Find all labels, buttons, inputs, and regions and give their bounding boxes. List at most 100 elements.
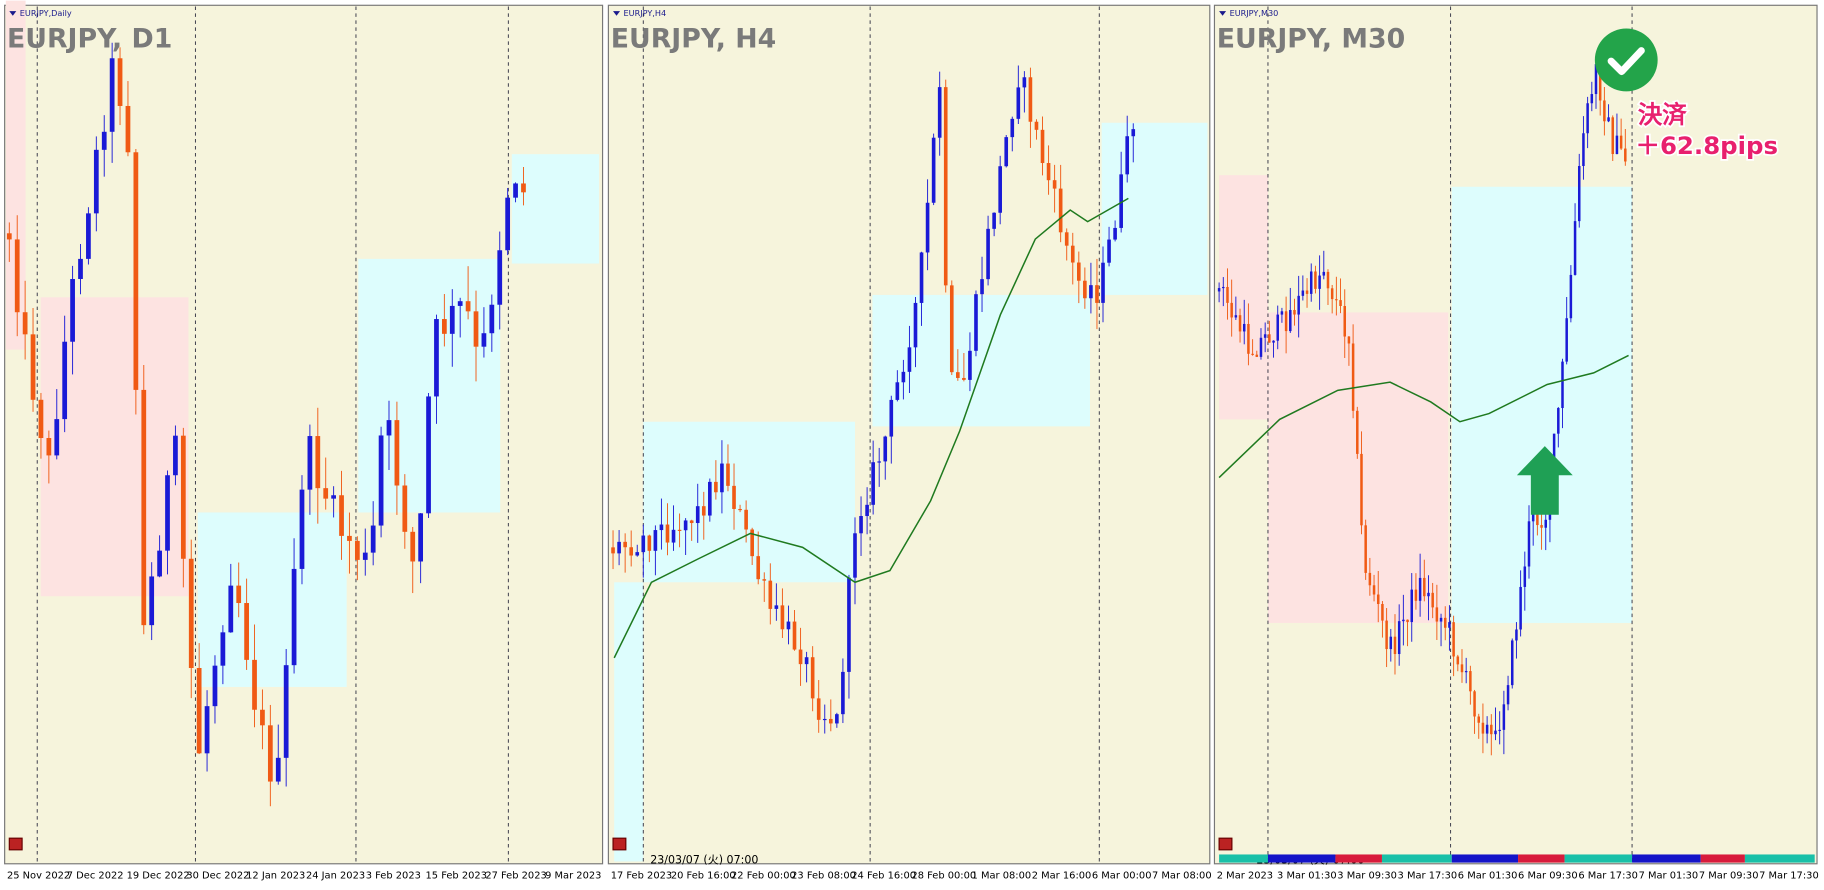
candle-body: [267, 725, 273, 782]
candle-body: [1070, 245, 1075, 263]
candle-body: [315, 436, 321, 489]
candle-body: [865, 504, 869, 517]
candle-body: [275, 757, 281, 782]
candle-body: [125, 105, 131, 153]
candle-body: [1318, 275, 1321, 289]
date-label: 27 Feb 2023: [485, 870, 546, 881]
candle-body: [1309, 271, 1313, 294]
zone: [643, 421, 855, 583]
candle-body: [38, 399, 44, 439]
candle-body: [1101, 262, 1105, 303]
candle-body: [835, 714, 839, 724]
trade-icon: [612, 837, 627, 851]
date-label: 6 Mar 09:30: [1518, 870, 1578, 881]
date-label: 6 Mar 17:30: [1578, 870, 1638, 881]
candle-body: [1226, 286, 1229, 303]
candle-body: [307, 436, 313, 490]
candle-body: [1464, 671, 1468, 673]
date-label: 7 Mar 01:30: [1639, 870, 1699, 881]
candle-body: [149, 576, 155, 626]
candle-body: [1272, 340, 1275, 343]
date-label: 24 Feb 16:00: [851, 870, 916, 881]
candle-body: [623, 541, 627, 548]
candle-body: [962, 377, 966, 380]
session-bar: [1564, 854, 1633, 863]
candle-body: [1119, 174, 1123, 228]
candle-body: [465, 301, 471, 312]
candle-body: [434, 319, 439, 397]
candle-body: [1255, 354, 1259, 357]
date-label: 20 Feb 16:00: [671, 870, 736, 881]
candle-body: [220, 632, 226, 666]
candle-body: [1485, 724, 1489, 734]
date-axis: [1214, 864, 1818, 889]
candle-body: [1498, 729, 1501, 732]
date-label: 6 Mar 00:00: [1092, 870, 1152, 881]
candle-body: [362, 552, 368, 560]
candle-body: [252, 659, 257, 710]
candle-body: [339, 495, 344, 536]
candle-body: [1481, 722, 1485, 734]
candle-body: [1251, 353, 1254, 355]
candle-body: [1594, 64, 1598, 95]
trade-icon: [1218, 837, 1233, 851]
candle-body: [1477, 716, 1480, 723]
candle-body: [1577, 166, 1581, 222]
candle-body: [720, 463, 724, 493]
collapse-icon: [9, 11, 17, 16]
candle-body: [1452, 622, 1455, 657]
candle-body: [1376, 594, 1380, 605]
date-label: 9 Mar 2023: [545, 870, 601, 881]
candle-body: [1247, 323, 1250, 354]
candle-body: [1297, 295, 1300, 315]
zone: [511, 154, 600, 264]
candle-body: [141, 389, 147, 626]
symbol-label: EURJPY,Daily: [20, 8, 72, 18]
candle-body: [347, 535, 352, 541]
candle-body: [919, 252, 924, 303]
candle-body: [1510, 640, 1514, 686]
zone: [197, 512, 347, 687]
candle-body: [1016, 87, 1021, 119]
chart-title: EURJPY, H4: [611, 24, 777, 55]
candle-body: [1217, 288, 1221, 292]
candle-body: [101, 131, 107, 150]
candle-body: [1089, 285, 1093, 299]
candle-body: [204, 706, 210, 754]
candle-body: [1435, 607, 1439, 622]
candle-body: [441, 319, 447, 334]
session-bar: [1267, 854, 1336, 863]
candle-body: [968, 350, 972, 380]
candle-body: [188, 558, 194, 668]
symbol-label: EURJPY,M30: [1230, 8, 1279, 18]
candle-body: [1506, 685, 1510, 705]
candle-body: [1076, 262, 1081, 281]
candle-body: [1582, 133, 1585, 167]
candle-body: [1064, 232, 1069, 246]
candle-body: [1494, 730, 1497, 735]
candle-body: [822, 718, 827, 721]
session-bar: [1700, 854, 1745, 863]
candle-body: [228, 585, 234, 633]
candle-body: [173, 435, 178, 476]
candle-body: [1268, 334, 1271, 343]
date-label: 3 Mar 01:30: [1277, 870, 1337, 881]
candle-body: [1343, 306, 1346, 337]
candle-body: [1010, 118, 1015, 138]
candle-body: [1360, 453, 1363, 526]
date-axis: [608, 864, 1210, 889]
candle-body: [449, 305, 455, 334]
candle-body: [86, 213, 91, 259]
candle-body: [323, 488, 329, 499]
candle-body: [1242, 323, 1246, 332]
candle-body: [859, 516, 863, 534]
date-label: 2 Mar 16:00: [1032, 870, 1092, 881]
candle-body: [402, 485, 408, 532]
candle-body: [1284, 311, 1288, 332]
candle-body: [1460, 664, 1464, 673]
check-badge: [1594, 28, 1658, 92]
date-label: 23 Feb 08:00: [791, 870, 856, 881]
candle-body: [1393, 636, 1397, 655]
candle-body: [378, 435, 384, 526]
